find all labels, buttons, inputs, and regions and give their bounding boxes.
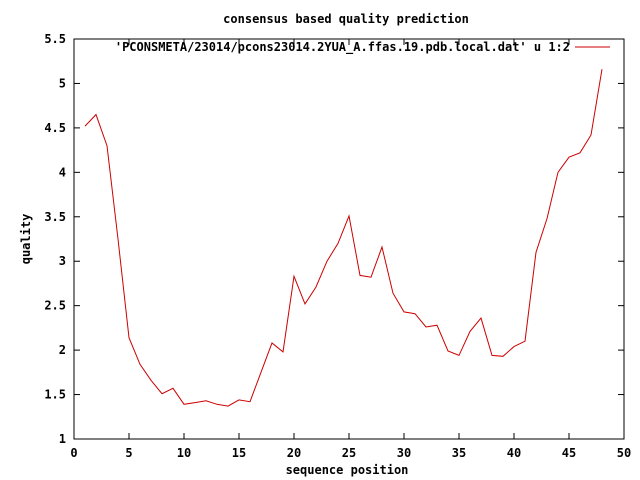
x-tick-label: 30	[397, 446, 411, 460]
y-tick-label: 2.5	[44, 299, 66, 313]
y-tick-label: 4.5	[44, 121, 66, 135]
y-tick-label: 4	[59, 165, 66, 179]
x-axis: 0 5 10 15 20 25 30 35 40 45 50	[70, 39, 631, 460]
x-tick-label: 35	[452, 446, 466, 460]
x-tick-label: 45	[562, 446, 576, 460]
series-line	[84, 69, 603, 407]
x-tick-label: 15	[232, 446, 246, 460]
x-tick-label: 50	[617, 446, 631, 460]
legend: 'PCONSMETA/23014/pcons23014.2YUA_A.ffas.…	[115, 40, 610, 55]
plot-frame	[73, 38, 625, 440]
y-tick-label: 3	[59, 254, 66, 268]
x-tick-label: 20	[287, 446, 301, 460]
y-tick-label: 1	[59, 432, 66, 446]
y-tick-label: 1.5	[44, 388, 66, 402]
x-tick-label: 5	[125, 446, 132, 460]
y-tick-label: 3.5	[44, 210, 66, 224]
x-tick-label: 40	[507, 446, 521, 460]
x-axis-label: sequence position	[286, 463, 409, 477]
plot-area	[73, 38, 625, 440]
y-axis-label: quality	[19, 214, 33, 265]
y-tick-label: 2	[59, 343, 66, 357]
chart-title: consensus based quality prediction	[223, 12, 469, 26]
x-tick-label: 0	[70, 446, 77, 460]
legend-label: 'PCONSMETA/23014/pcons23014.2YUA_A.ffas.…	[115, 40, 570, 55]
x-tick-label: 10	[177, 446, 191, 460]
y-tick-label: 5.5	[44, 32, 66, 46]
y-axis: 1 1.5 2 2.5 3 3.5 4 4.5 5 5.5	[44, 32, 624, 446]
x-tick-label: 25	[342, 446, 356, 460]
series-layer	[84, 69, 603, 407]
y-tick-label: 5	[59, 76, 66, 90]
